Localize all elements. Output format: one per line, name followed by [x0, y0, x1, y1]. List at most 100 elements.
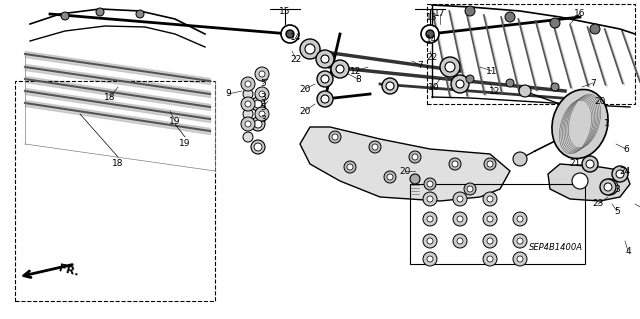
Circle shape: [317, 91, 333, 107]
Circle shape: [321, 75, 329, 83]
Polygon shape: [570, 25, 590, 88]
Polygon shape: [536, 21, 556, 91]
Circle shape: [281, 25, 299, 43]
Polygon shape: [484, 15, 504, 95]
Text: 13: 13: [426, 12, 438, 21]
Circle shape: [517, 256, 523, 262]
Circle shape: [484, 158, 496, 170]
Circle shape: [590, 24, 600, 34]
Circle shape: [386, 82, 394, 90]
Circle shape: [457, 196, 463, 202]
Circle shape: [427, 181, 433, 187]
Circle shape: [255, 107, 269, 121]
Circle shape: [259, 91, 265, 97]
Circle shape: [517, 216, 523, 222]
Polygon shape: [518, 19, 538, 92]
Bar: [410, 184, 585, 264]
Text: 12: 12: [350, 66, 362, 76]
Circle shape: [423, 234, 437, 248]
Circle shape: [243, 109, 253, 119]
Circle shape: [423, 252, 437, 266]
Circle shape: [316, 50, 334, 68]
Text: 4: 4: [625, 247, 631, 256]
Circle shape: [251, 140, 265, 154]
Circle shape: [445, 62, 455, 72]
Circle shape: [427, 196, 433, 202]
Text: 3: 3: [260, 115, 266, 123]
Circle shape: [243, 89, 253, 99]
Text: 5: 5: [614, 206, 620, 216]
Circle shape: [409, 151, 421, 163]
Circle shape: [453, 212, 467, 226]
Text: FR.: FR.: [58, 264, 80, 278]
Circle shape: [61, 12, 69, 20]
Text: 19: 19: [179, 139, 191, 149]
Circle shape: [426, 30, 434, 38]
Circle shape: [245, 121, 251, 127]
Circle shape: [259, 111, 265, 117]
Circle shape: [550, 18, 560, 28]
Text: 7: 7: [417, 61, 423, 70]
Text: 5: 5: [260, 102, 266, 112]
Circle shape: [369, 141, 381, 153]
Circle shape: [387, 174, 393, 180]
Polygon shape: [432, 9, 452, 99]
Text: 18: 18: [112, 160, 124, 168]
Circle shape: [321, 55, 329, 63]
Ellipse shape: [552, 89, 608, 159]
Circle shape: [551, 83, 559, 91]
Text: 24: 24: [620, 167, 630, 175]
Circle shape: [483, 212, 497, 226]
Polygon shape: [467, 13, 486, 96]
Circle shape: [465, 6, 475, 16]
Text: 1: 1: [604, 120, 610, 129]
Circle shape: [421, 25, 439, 43]
Text: 14: 14: [426, 34, 438, 43]
Text: 11: 11: [486, 66, 498, 76]
Circle shape: [96, 8, 104, 16]
Circle shape: [336, 65, 344, 73]
Text: 23: 23: [592, 199, 604, 209]
Circle shape: [453, 234, 467, 248]
Circle shape: [332, 134, 338, 140]
Circle shape: [600, 179, 616, 195]
Circle shape: [452, 161, 458, 167]
Circle shape: [582, 156, 598, 172]
Circle shape: [331, 60, 349, 78]
Circle shape: [572, 173, 588, 189]
Circle shape: [487, 196, 493, 202]
Polygon shape: [449, 11, 469, 98]
Circle shape: [586, 97, 594, 105]
Bar: [15, 81, 215, 301]
Text: 5: 5: [260, 79, 266, 88]
Text: 9: 9: [225, 90, 231, 99]
Circle shape: [423, 192, 437, 206]
Text: 6: 6: [623, 145, 629, 153]
Circle shape: [251, 117, 265, 131]
Circle shape: [300, 39, 320, 59]
Text: 18: 18: [104, 93, 116, 101]
Polygon shape: [501, 17, 521, 93]
Circle shape: [423, 212, 437, 226]
Circle shape: [487, 238, 493, 244]
Circle shape: [412, 154, 418, 160]
Text: 22: 22: [291, 55, 301, 63]
Circle shape: [305, 44, 315, 54]
Text: 15: 15: [279, 6, 291, 16]
Circle shape: [136, 10, 144, 18]
Circle shape: [513, 212, 527, 226]
Text: 19: 19: [169, 116, 180, 125]
Circle shape: [604, 183, 612, 191]
Circle shape: [505, 12, 515, 22]
Circle shape: [255, 87, 269, 101]
Polygon shape: [588, 27, 607, 87]
Circle shape: [467, 186, 473, 192]
Text: 7: 7: [590, 78, 596, 87]
Circle shape: [347, 164, 353, 170]
Circle shape: [427, 238, 433, 244]
Circle shape: [344, 161, 356, 173]
Text: 20: 20: [300, 107, 310, 115]
Circle shape: [602, 179, 618, 195]
Circle shape: [321, 95, 329, 103]
Circle shape: [427, 216, 433, 222]
